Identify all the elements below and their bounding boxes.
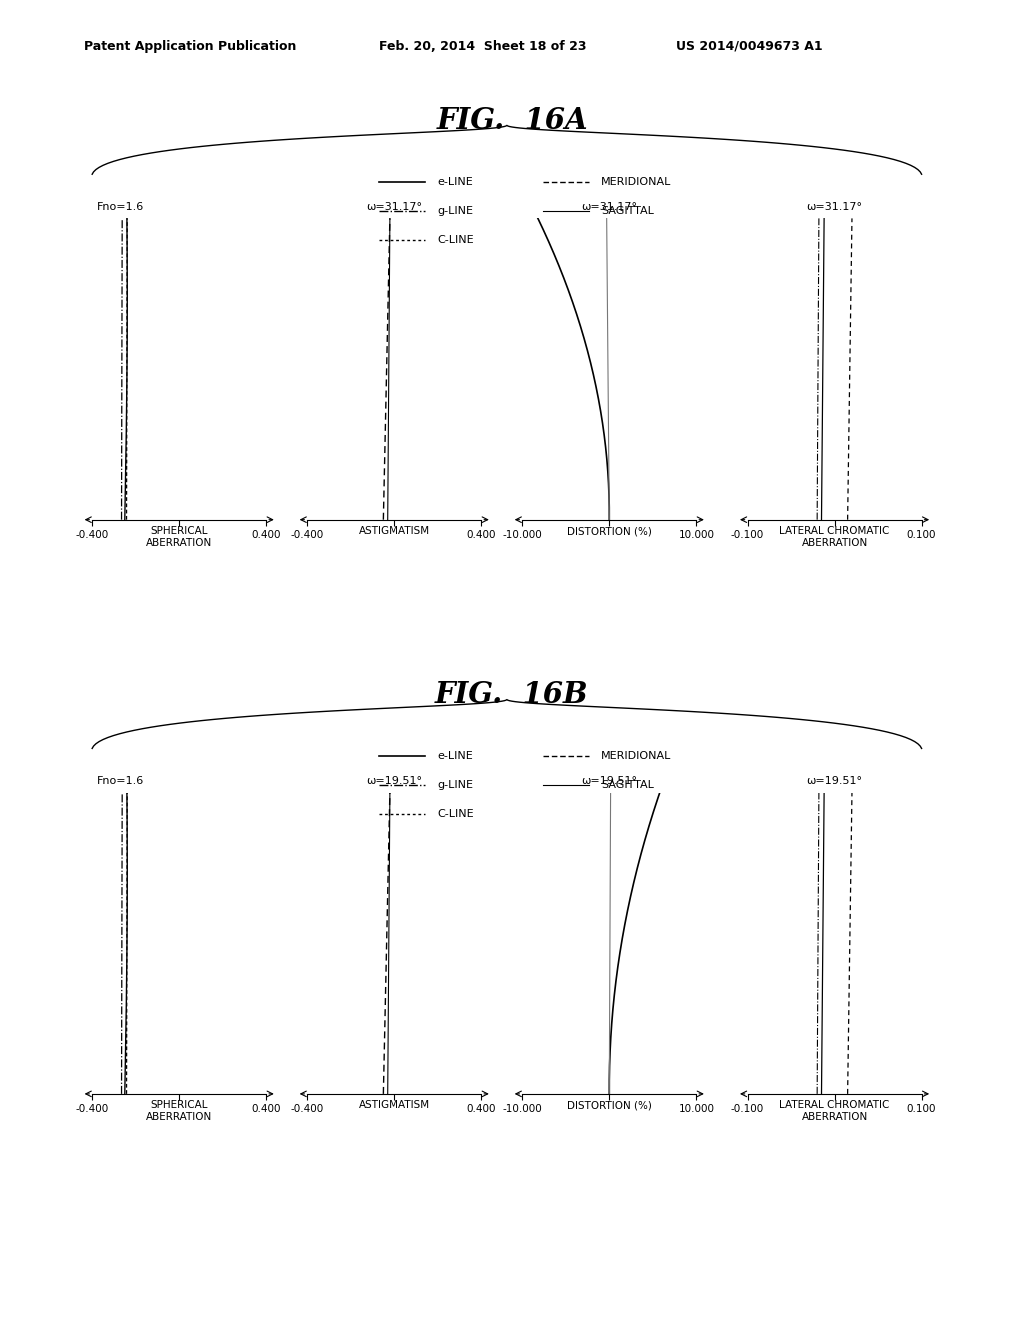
- Text: ASTIGMATISM: ASTIGMATISM: [358, 527, 430, 536]
- Text: ω=19.51°: ω=19.51°: [367, 776, 422, 785]
- Text: ASTIGMATISM: ASTIGMATISM: [358, 1101, 430, 1110]
- Text: Fno=1.6: Fno=1.6: [97, 776, 144, 785]
- Text: FIG.  16B: FIG. 16B: [435, 680, 589, 709]
- Text: SPHERICAL
ABERRATION: SPHERICAL ABERRATION: [146, 1101, 212, 1122]
- Text: FIG.  16A: FIG. 16A: [436, 106, 588, 135]
- Text: Fno=1.6: Fno=1.6: [97, 202, 144, 211]
- Text: Patent Application Publication: Patent Application Publication: [84, 40, 296, 53]
- Text: e-LINE: e-LINE: [437, 177, 473, 187]
- Text: SAGITTAL: SAGITTAL: [601, 206, 654, 216]
- Text: ω=19.51°: ω=19.51°: [807, 776, 862, 785]
- Text: US 2014/0049673 A1: US 2014/0049673 A1: [676, 40, 822, 53]
- Text: SAGITTAL: SAGITTAL: [601, 780, 654, 791]
- Text: MERIDIONAL: MERIDIONAL: [601, 177, 672, 187]
- Text: g-LINE: g-LINE: [437, 780, 473, 791]
- Text: C-LINE: C-LINE: [437, 235, 474, 246]
- Text: MERIDIONAL: MERIDIONAL: [601, 751, 672, 762]
- Text: LATERAL CHROMATIC
ABERRATION: LATERAL CHROMATIC ABERRATION: [779, 527, 890, 548]
- Text: DISTORTION (%): DISTORTION (%): [567, 527, 651, 536]
- Text: Feb. 20, 2014  Sheet 18 of 23: Feb. 20, 2014 Sheet 18 of 23: [379, 40, 587, 53]
- Text: ω=31.17°: ω=31.17°: [807, 202, 862, 211]
- Text: ω=31.17°: ω=31.17°: [367, 202, 422, 211]
- Text: DISTORTION (%): DISTORTION (%): [567, 1101, 651, 1110]
- Text: SPHERICAL
ABERRATION: SPHERICAL ABERRATION: [146, 527, 212, 548]
- Text: ω=19.51°: ω=19.51°: [582, 776, 637, 785]
- Text: C-LINE: C-LINE: [437, 809, 474, 820]
- Text: g-LINE: g-LINE: [437, 206, 473, 216]
- Text: LATERAL CHROMATIC
ABERRATION: LATERAL CHROMATIC ABERRATION: [779, 1101, 890, 1122]
- Text: e-LINE: e-LINE: [437, 751, 473, 762]
- Text: ω=31.17°: ω=31.17°: [582, 202, 637, 211]
